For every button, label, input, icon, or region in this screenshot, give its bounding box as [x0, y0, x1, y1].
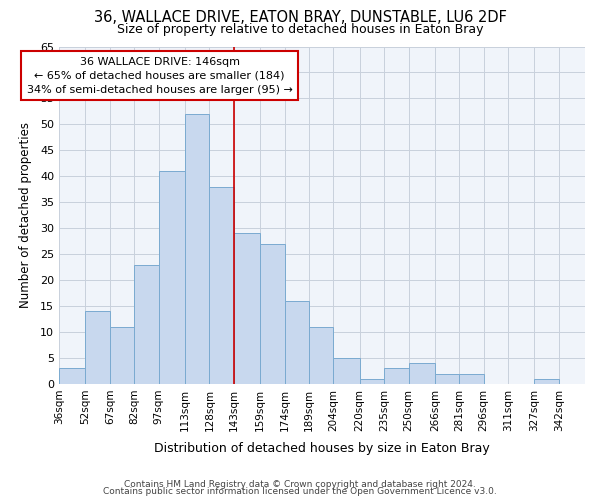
Y-axis label: Number of detached properties: Number of detached properties	[19, 122, 32, 308]
Bar	[384, 368, 409, 384]
Bar	[209, 186, 234, 384]
Bar	[334, 358, 359, 384]
Bar	[435, 374, 459, 384]
Bar	[409, 363, 435, 384]
Bar	[110, 327, 134, 384]
Text: Contains HM Land Registry data © Crown copyright and database right 2024.: Contains HM Land Registry data © Crown c…	[124, 480, 476, 489]
Bar	[234, 234, 260, 384]
Bar	[260, 244, 284, 384]
Bar	[85, 311, 110, 384]
Bar	[284, 301, 309, 384]
Bar	[459, 374, 484, 384]
Bar	[134, 264, 159, 384]
Text: Contains public sector information licensed under the Open Government Licence v3: Contains public sector information licen…	[103, 487, 497, 496]
Bar	[185, 114, 209, 384]
Bar	[309, 327, 334, 384]
Text: 36 WALLACE DRIVE: 146sqm
← 65% of detached houses are smaller (184)
34% of semi-: 36 WALLACE DRIVE: 146sqm ← 65% of detach…	[26, 57, 293, 95]
Bar	[359, 378, 384, 384]
Bar	[535, 378, 559, 384]
Bar	[59, 368, 85, 384]
Text: Size of property relative to detached houses in Eaton Bray: Size of property relative to detached ho…	[117, 22, 483, 36]
X-axis label: Distribution of detached houses by size in Eaton Bray: Distribution of detached houses by size …	[154, 442, 490, 455]
Text: 36, WALLACE DRIVE, EATON BRAY, DUNSTABLE, LU6 2DF: 36, WALLACE DRIVE, EATON BRAY, DUNSTABLE…	[94, 10, 506, 25]
Bar	[159, 171, 185, 384]
